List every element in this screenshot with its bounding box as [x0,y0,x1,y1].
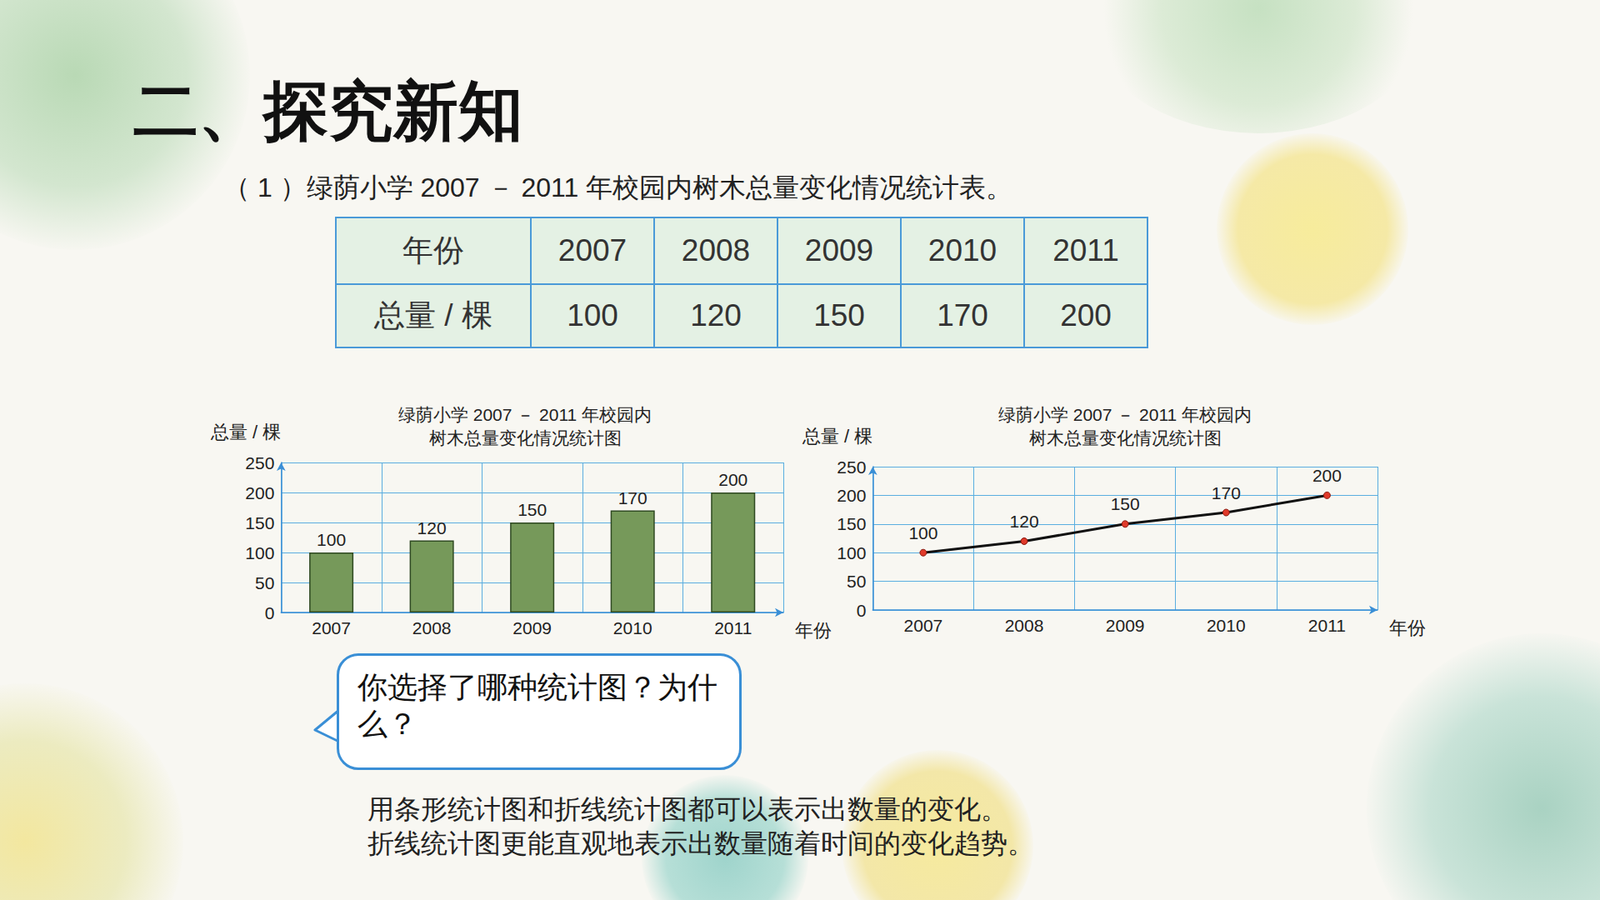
html-text:二、探究新知: 二、探究新知 [133,74,524,148]
svg-text:树木总量变化情况统计图: 树木总量变化情况统计图 [429,428,622,448]
html-text:总量 / 棵: 总量 / 棵 [374,298,493,333]
svg-text:100: 100 [908,523,938,543]
svg-text:250: 250 [836,457,866,477]
svg-text:2010: 2010 [613,618,653,638]
html-text:年份: 年份 [402,233,465,268]
html-text:200: 200 [1060,298,1112,333]
svg-text:0: 0 [265,603,275,623]
svg-text:总量 / 棵: 总量 / 棵 [210,421,281,443]
svg-text:250: 250 [245,453,275,473]
html-text:2009: 2009 [804,233,874,268]
svg-text:2010: 2010 [1206,615,1246,635]
svg-text:2007: 2007 [311,618,351,638]
svg-text:绿荫小学 2007 － 2011 年校园内: 绿荫小学 2007 － 2011 年校园内 [998,405,1252,425]
svg-text:2011: 2011 [1308,615,1346,635]
html-text:100: 100 [566,298,619,333]
html-text:120: 120 [690,298,742,333]
svg-text:50: 50 [846,571,866,591]
svg-text:0: 0 [856,600,867,620]
svg-text:150: 150 [836,514,866,534]
svg-text:2011: 2011 [714,618,752,638]
html-text:150: 150 [813,298,865,333]
html-text:折线统计图更能直观地表示出数量随着时间的变化趋势。: 折线统计图更能直观地表示出数量随着时间的变化趋势。 [367,828,1035,859]
svg-text:50: 50 [255,573,275,593]
svg-text:150: 150 [517,500,547,520]
svg-text:100: 100 [316,530,346,550]
svg-text:120: 120 [417,518,447,538]
html-text:2011: 2011 [1052,233,1119,268]
svg-text:总量 / 棵: 总量 / 棵 [801,425,873,447]
svg-text:100: 100 [836,543,866,563]
svg-text:200: 200 [836,485,866,505]
svg-text:170: 170 [1211,483,1241,503]
html-text:用条形统计图和折线统计图都可以表示出数量的变化。: 用条形统计图和折线统计图都可以表示出数量的变化。 [367,794,1008,825]
svg-text:200: 200 [245,483,275,503]
svg-text:年份: 年份 [1389,617,1426,639]
svg-text:绿荫小学 2007 － 2011 年校园内: 绿荫小学 2007 － 2011 年校园内 [398,405,652,425]
svg-text:200: 200 [718,470,748,490]
svg-text:2009: 2009 [512,618,552,638]
svg-text:2009: 2009 [1105,615,1145,635]
html-text:170: 170 [936,298,989,333]
html-text:2008: 2008 [681,233,751,268]
html-text:2010: 2010 [928,233,997,268]
svg-text:2008: 2008 [412,618,452,638]
html-text:2007: 2007 [558,233,627,268]
svg-text:150: 150 [245,513,275,533]
svg-text:100: 100 [245,543,275,563]
svg-text:年份: 年份 [795,620,832,641]
html-text:（ 1 ）绿荫小学 2007 － 2011 年校园内树木总量: （ 1 ）绿荫小学 2007 － 2011 年校园内树木总量变化情况统计表。 [223,172,1013,203]
svg-text:120: 120 [1010,511,1040,531]
svg-text:150: 150 [1110,494,1140,514]
svg-text:200: 200 [1312,465,1342,485]
svg-text:170: 170 [618,488,648,508]
svg-text:2008: 2008 [1005,615,1045,635]
svg-text:2007: 2007 [904,615,944,635]
svg-text:树木总量变化情况统计图: 树木总量变化情况统计图 [1029,428,1222,448]
html-text:你选择了哪种统计图？为什么？: 你选择了哪种统计图？为什么？ [357,670,718,741]
